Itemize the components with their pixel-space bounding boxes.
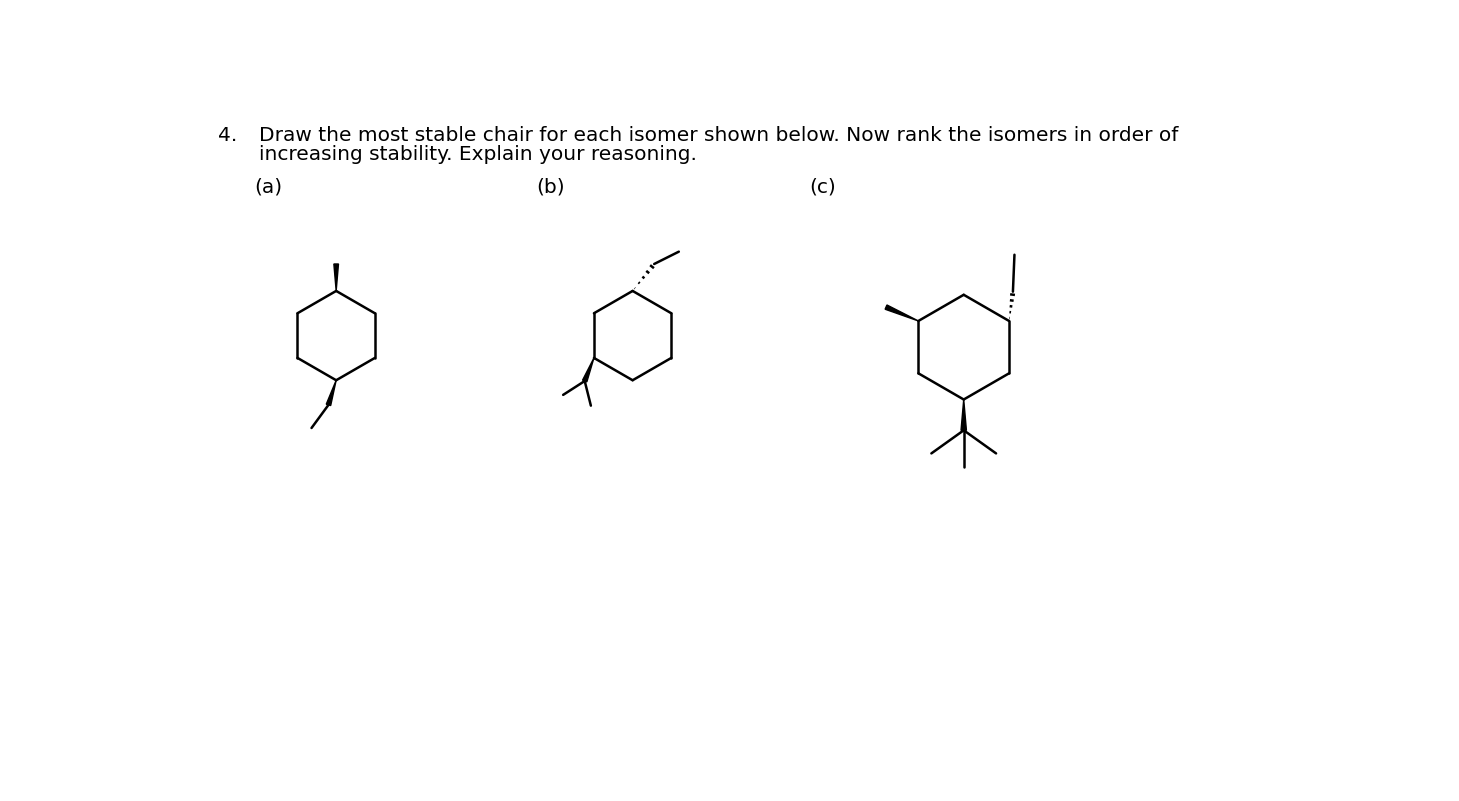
Polygon shape	[327, 380, 336, 405]
Text: 4.: 4.	[219, 126, 238, 145]
Text: Draw the most stable chair for each isomer shown below. Now rank the isomers in : Draw the most stable chair for each isom…	[260, 126, 1179, 145]
Polygon shape	[961, 400, 966, 430]
Text: increasing stability. Explain your reasoning.: increasing stability. Explain your reaso…	[260, 146, 697, 164]
Text: (a): (a)	[254, 178, 282, 197]
Text: (b): (b)	[537, 178, 565, 197]
Polygon shape	[886, 305, 918, 321]
Polygon shape	[334, 264, 338, 291]
Polygon shape	[582, 358, 594, 382]
Text: (c): (c)	[810, 178, 836, 197]
